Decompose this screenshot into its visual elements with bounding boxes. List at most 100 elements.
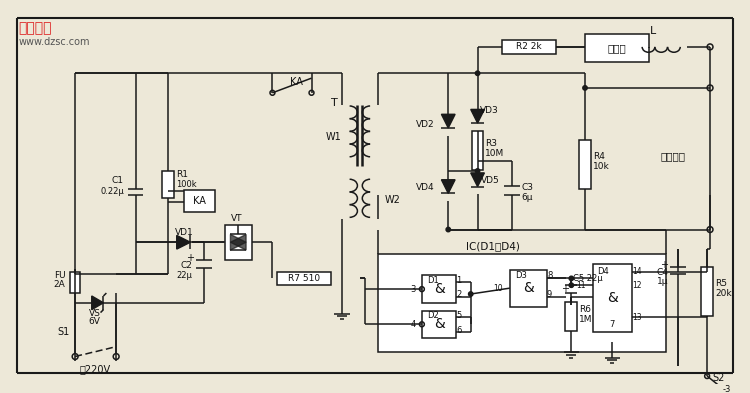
Text: 14: 14: [632, 267, 641, 276]
Text: L: L: [650, 26, 656, 36]
Text: VT: VT: [230, 214, 242, 223]
Text: W1: W1: [326, 132, 342, 142]
Bar: [472, 131, 484, 170]
Text: KA: KA: [193, 196, 206, 206]
Text: www.dzsc.com: www.dzsc.com: [19, 37, 90, 47]
Text: 1: 1: [456, 276, 461, 285]
Text: R2 2k: R2 2k: [515, 42, 541, 51]
Text: 9: 9: [547, 290, 552, 299]
Text: VD4: VD4: [416, 183, 434, 192]
Text: 维库一下: 维库一下: [19, 22, 52, 35]
Text: R3: R3: [485, 139, 497, 148]
Text: KA: KA: [290, 77, 303, 87]
Text: W2: W2: [385, 195, 400, 205]
Text: VD3: VD3: [479, 106, 498, 115]
Circle shape: [446, 228, 451, 232]
Text: 接火花塞: 接火花塞: [661, 151, 686, 161]
Circle shape: [569, 276, 574, 281]
Circle shape: [476, 71, 480, 75]
Text: 8: 8: [547, 271, 552, 280]
Text: D2: D2: [427, 311, 439, 320]
Text: 2: 2: [456, 290, 461, 299]
Bar: [422, 275, 456, 303]
Text: 6: 6: [456, 326, 461, 335]
Text: S1: S1: [58, 327, 70, 337]
Bar: [184, 191, 214, 212]
Text: &: &: [523, 281, 534, 295]
Text: 22μ: 22μ: [176, 271, 192, 280]
Bar: [224, 225, 252, 260]
Text: 100k: 100k: [176, 180, 196, 189]
Text: 6V: 6V: [88, 317, 101, 326]
Text: 5: 5: [456, 311, 461, 320]
Bar: [585, 34, 649, 62]
Polygon shape: [471, 109, 484, 123]
Bar: [592, 264, 632, 332]
Bar: [70, 272, 80, 293]
Bar: [378, 254, 666, 352]
Text: R5: R5: [715, 279, 727, 288]
Text: 10: 10: [494, 284, 503, 293]
Text: VD5: VD5: [481, 176, 500, 185]
Text: 2A: 2A: [53, 280, 65, 289]
Text: 11: 11: [577, 281, 586, 290]
Text: C4: C4: [656, 268, 668, 277]
Circle shape: [469, 292, 472, 296]
Bar: [701, 267, 713, 316]
Text: S2: S2: [712, 373, 724, 383]
Text: 20k: 20k: [715, 288, 731, 298]
Text: ～220V: ～220V: [79, 364, 110, 374]
Text: 放电管: 放电管: [608, 43, 626, 53]
Bar: [162, 171, 174, 198]
Text: &: &: [434, 317, 445, 331]
Circle shape: [476, 169, 480, 173]
Text: 13: 13: [632, 313, 641, 322]
Text: 10M: 10M: [485, 149, 505, 158]
Text: C1: C1: [112, 176, 124, 185]
Text: &: &: [607, 291, 618, 305]
Text: VD2: VD2: [416, 119, 434, 129]
Text: C2: C2: [181, 261, 192, 270]
Text: 12: 12: [632, 281, 641, 290]
Bar: [510, 270, 547, 307]
Text: R6: R6: [579, 305, 591, 314]
Text: VS: VS: [88, 309, 101, 318]
Text: D4: D4: [597, 267, 608, 276]
Text: &: &: [434, 282, 445, 296]
Text: D3: D3: [514, 271, 526, 280]
Text: 1μ: 1μ: [656, 277, 668, 286]
Bar: [566, 302, 578, 331]
Polygon shape: [471, 173, 484, 187]
Polygon shape: [230, 235, 246, 250]
Text: 10k: 10k: [592, 162, 610, 171]
Polygon shape: [442, 180, 455, 193]
Text: +: +: [186, 253, 194, 263]
Text: VD1: VD1: [176, 228, 194, 237]
Text: 3: 3: [411, 285, 416, 294]
Text: R4: R4: [592, 152, 604, 161]
Text: 4: 4: [411, 320, 416, 329]
Text: -3: -3: [723, 385, 731, 393]
Circle shape: [569, 283, 574, 287]
Text: R1: R1: [176, 170, 188, 179]
Bar: [579, 140, 591, 189]
Text: FU: FU: [54, 271, 65, 280]
Text: D1: D1: [427, 276, 439, 285]
Bar: [278, 272, 331, 285]
Text: 6μ: 6μ: [521, 193, 533, 202]
Polygon shape: [442, 114, 455, 128]
Text: IC(D1～D4): IC(D1～D4): [466, 241, 520, 251]
Text: C5 22μ: C5 22μ: [573, 274, 603, 283]
Text: C3: C3: [521, 183, 533, 192]
Polygon shape: [230, 235, 246, 250]
Text: +: +: [660, 260, 668, 270]
Circle shape: [583, 86, 587, 90]
Text: 0.22μ: 0.22μ: [100, 187, 124, 196]
Text: R7 510: R7 510: [288, 274, 320, 283]
Bar: [422, 310, 456, 338]
Text: 1M: 1M: [579, 315, 592, 324]
Text: T: T: [331, 97, 338, 108]
Text: 7: 7: [610, 320, 615, 329]
Polygon shape: [92, 296, 104, 310]
Text: +: +: [562, 284, 569, 294]
